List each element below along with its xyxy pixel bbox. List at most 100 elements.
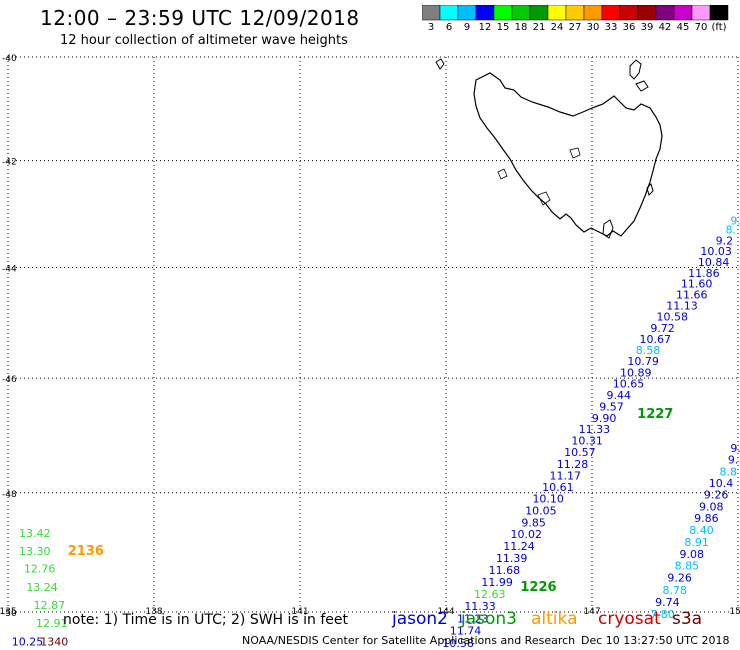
wave-height-value: 8.78 <box>662 584 687 597</box>
generated-timestamp: Dec 10 13:27:50 UTC 2018 <box>581 634 730 647</box>
colorbar-label: 45 <box>676 22 690 33</box>
wave-height-value: 10.65 <box>613 378 645 391</box>
lake-1 <box>569 147 581 159</box>
wave-height-value: 10.67 <box>640 333 672 346</box>
wave-height-value: 1340 <box>40 636 68 649</box>
lon-label: 144 <box>437 607 454 617</box>
wave-height-value: 10.89 <box>620 366 652 379</box>
wave-height-value: 9. <box>730 442 740 455</box>
wave-height-colorbar <box>422 5 729 21</box>
wave-height-value: 10.25 <box>12 636 44 649</box>
wave-height-value: 9.90 <box>592 412 617 425</box>
wave-height-value: 9.72 <box>650 322 675 335</box>
wave-height-value: 10.61 <box>542 481 574 494</box>
lon-label: 135 <box>0 607 17 617</box>
wave-height-value: 11.99 <box>481 576 513 589</box>
wave-height-value: 11.68 <box>489 564 521 577</box>
wave-height-value: 10.31 <box>571 435 603 448</box>
colorbar-swatch <box>709 5 729 21</box>
lat-label: -40 <box>2 54 17 64</box>
satellite-legend-s3a: s3a <box>672 609 703 629</box>
wave-height-value: 10.02 <box>511 528 543 541</box>
wave-height-value: 8.40 <box>689 524 714 537</box>
wave-height-value: 12.76 <box>24 563 56 576</box>
wave-height-value: 12.91 <box>36 617 68 630</box>
wave-height-value: 9.85 <box>521 516 546 529</box>
wave-height-value: 10.05 <box>525 504 557 517</box>
wave-height-value: 9.08 <box>680 548 705 561</box>
colorbar-label: 33 <box>604 22 618 33</box>
colorbar-label: 70 <box>694 22 708 33</box>
colorbar-label: 3 <box>427 22 435 33</box>
colorbar-label: 24 <box>550 22 564 33</box>
wave-height-value: 11.24 <box>503 540 535 553</box>
satellite-legend-jason2: jason2 <box>392 609 448 629</box>
wave-height-value: 11.28 <box>557 458 589 471</box>
lat-label: -46 <box>2 375 17 385</box>
wave-height-value: 10.10 <box>532 493 564 506</box>
wave-height-value: 12.63 <box>474 588 506 601</box>
colorbar-label: 6 <box>445 22 453 33</box>
wave-height-value: 8.91 <box>684 536 709 549</box>
lon-label: 138 <box>145 607 162 617</box>
tasmania-coastline <box>435 58 663 239</box>
lat-label: -48 <box>2 490 17 500</box>
lat-label: -44 <box>2 265 17 275</box>
wave-height-value: 10.58 <box>442 637 474 650</box>
wave-height-value: 10.03 <box>700 245 732 258</box>
wave-height-value: 11.33 <box>579 423 611 436</box>
wave-height-value: 13.42 <box>19 527 51 540</box>
lake-3 <box>497 168 508 180</box>
wave-height-value: 10.4 <box>709 477 734 490</box>
colorbar-label: 39 <box>640 22 654 33</box>
wave-height-value: 10.58 <box>657 311 689 324</box>
wave-height-value: 11.60 <box>681 278 713 291</box>
wave-height-value: 9.2 <box>716 234 734 247</box>
colorbar-label: (ft) <box>711 22 727 33</box>
wave-height-value: 11.23 <box>457 612 489 625</box>
wave-height-value: 10.57 <box>564 446 596 459</box>
satellite-legend-cryosat: cryosat <box>598 609 661 629</box>
lon-label: 147 <box>583 607 600 617</box>
pass-time-label: 2136 <box>68 544 104 559</box>
wave-height-value: 9. <box>730 214 740 227</box>
lat-label: -42 <box>2 158 17 168</box>
credit-line: NOAA/NESDIS Center for Satellite Applica… <box>242 634 576 647</box>
wave-height-value: 9.08 <box>699 500 724 513</box>
colorbar-label: 15 <box>496 22 510 33</box>
wave-height-value: 9.74 <box>655 596 680 609</box>
cape-barren-island <box>635 80 649 92</box>
pass-time-labels: 12271226122521362135 <box>68 407 674 595</box>
satellite-legend-jason3: jason3 <box>461 609 517 629</box>
tasmania-outline <box>473 72 663 237</box>
wave-height-value: 13.24 <box>26 581 58 594</box>
lat-label: -50 <box>2 609 17 619</box>
colorbar-label: 27 <box>568 22 582 33</box>
satellite-legend-altika: altika <box>531 609 578 629</box>
colorbar-label: 30 <box>586 22 600 33</box>
wave-height-value: 10.79 <box>627 355 659 368</box>
colorbar-label: 12 <box>478 22 492 33</box>
wave-height-value: 12.87 <box>34 599 66 612</box>
bruny-island <box>602 219 614 239</box>
lake-2 <box>537 191 551 206</box>
wave-height-value: 9.44 <box>607 389 632 402</box>
lon-label: 141 <box>291 607 308 617</box>
wave-height-observations: 9.8.9.210.0310.8411.8611.6011.6611.1310.… <box>12 214 740 650</box>
wave-height-value: 11.13 <box>666 300 698 313</box>
maria-island <box>646 183 654 196</box>
wave-height-value: 7.80 <box>650 608 675 621</box>
colorbar-label: 42 <box>658 22 672 33</box>
wave-height-value: 8.58 <box>636 344 661 357</box>
lon-label: 150 <box>729 607 740 617</box>
colorbar-labels: 3 6 9 12 15 18 21 24 27 30 33 36 39 42 45 70 (ft) <box>422 22 740 36</box>
wave-height-value: 13.30 <box>19 545 51 558</box>
wave-height-value: 9.26 <box>667 572 692 585</box>
king-island <box>435 58 445 70</box>
wave-height-value: 11.39 <box>496 552 528 565</box>
wave-height-value: 8. <box>725 223 736 236</box>
latitude-labels: -40 -42 -44 -46 -48 -50 <box>2 54 17 619</box>
pass-time-label: 1226 <box>520 580 556 595</box>
wave-height-value: 9. <box>728 454 739 467</box>
wave-height-value: 9.26 <box>704 489 729 502</box>
